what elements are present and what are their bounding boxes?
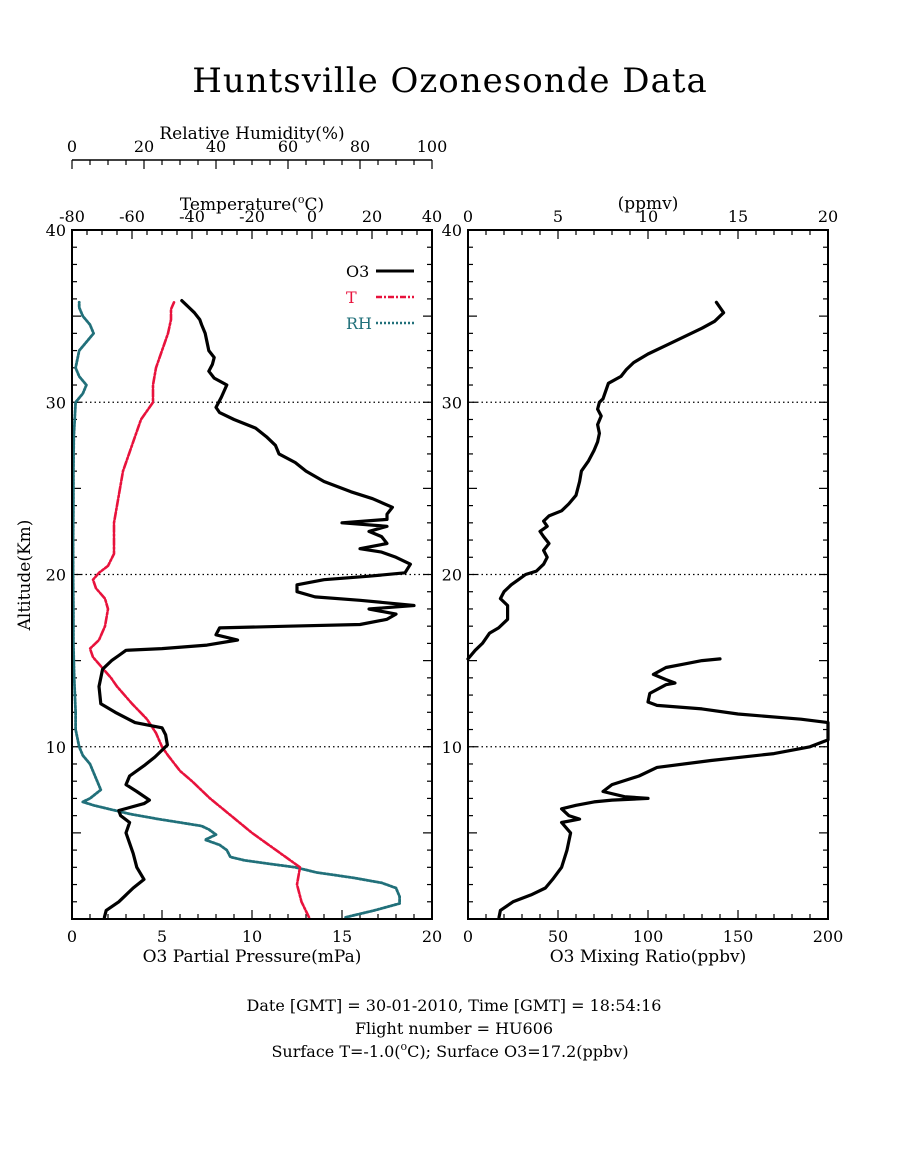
ppmv-tick-label: 15 [728, 207, 748, 226]
legend-t-label: T [346, 288, 357, 307]
footer-date-time: Date [GMT] = 30-01-2010, Time [GMT] = 18… [247, 996, 662, 1015]
o3-pp-tick-label: 20 [422, 927, 442, 946]
ppmv-tick-label: 10 [638, 207, 658, 226]
o3-mr-tick-label: 0 [463, 927, 473, 946]
o3-pp-tick-label: 10 [242, 927, 262, 946]
rh-series-line [71, 300, 401, 919]
right-panel-frame [467, 229, 829, 920]
left-ytick-label: 30 [46, 393, 66, 412]
left-panel-ticks: 10 20 30 40 0 5 10 15 20 -80 -60 -40 -20 0 20 40 [46, 207, 443, 946]
ppmv-tick-label: 5 [553, 207, 563, 226]
o3-partial-pressure-label: O3 Partial Pressure(mPa) [143, 947, 362, 967]
temperature-tick-label: -80 [59, 207, 85, 226]
legend: O3 T RH [346, 262, 414, 333]
o3-pp-tick-label: 15 [332, 927, 352, 946]
ppmv-axis-label: (ppmv) [618, 194, 679, 214]
rh-tick-label: 100 [417, 137, 448, 156]
o3-mr-tick-label: 150 [723, 927, 754, 946]
temperature-tick-label: 0 [307, 207, 317, 226]
rh-top-axis: 0 20 40 60 80 100 [67, 137, 447, 169]
temperature-tick-label: -40 [179, 207, 205, 226]
temperature-tick-label: 40 [422, 207, 442, 226]
o3-partial-pressure-series-line [97, 299, 416, 919]
o3-mr-tick-label: 200 [813, 927, 844, 946]
rh-tick-label: 20 [134, 137, 154, 156]
left-panel-grid [72, 401, 432, 748]
left-panel-frame [71, 229, 433, 920]
temperature-tick-label: -20 [239, 207, 265, 226]
right-ytick-label: 10 [442, 738, 462, 757]
o3-mr-tick-label: 50 [548, 927, 568, 946]
o3-pp-tick-label: 5 [157, 927, 167, 946]
rh-tick-label: 40 [206, 137, 226, 156]
o3-mixing-ratio-label: O3 Mixing Ratio(ppbv) [550, 947, 747, 967]
o3-pp-tick-label: 0 [67, 927, 77, 946]
footer-surface-values: Surface T=-1.0(oC); Surface O3=17.2(ppbv… [271, 1040, 628, 1061]
o3-mixing-ratio-series-line [497, 657, 830, 919]
right-panel-series [466, 300, 830, 919]
rh-tick-label: 60 [278, 137, 298, 156]
temperature-series-line [88, 301, 311, 919]
temperature-axis-label: Temperature(oC) [180, 193, 324, 215]
right-ytick-label: 20 [442, 566, 462, 585]
rh-tick-label: 0 [67, 137, 77, 156]
left-ytick-label: 40 [46, 221, 66, 240]
rh-axis-label: Relative Humidity(%) [159, 124, 344, 144]
left-ytick-label: 10 [46, 738, 66, 757]
o3-mr-tick-label: 100 [633, 927, 664, 946]
o3-mixing-ratio-upper-series-line [466, 300, 726, 661]
left-panel-series [71, 299, 416, 919]
left-ytick-label: 20 [46, 566, 66, 585]
temperature-tick-label: -60 [119, 207, 145, 226]
legend-o3-label: O3 [346, 262, 369, 281]
chart-title: Huntsville Ozonesonde Data [192, 61, 708, 101]
right-ytick-label: 30 [442, 393, 462, 412]
right-ytick-label: 40 [442, 221, 462, 240]
temperature-tick-label: 20 [362, 207, 382, 226]
legend-rh-label: RH [346, 314, 372, 333]
rh-tick-label: 80 [350, 137, 370, 156]
ppmv-tick-label: 0 [463, 207, 473, 226]
altitude-axis-label: Altitude(Km) [15, 520, 35, 632]
ppmv-tick-label: 20 [818, 207, 838, 226]
footer-flight-number: Flight number = HU606 [355, 1019, 553, 1038]
